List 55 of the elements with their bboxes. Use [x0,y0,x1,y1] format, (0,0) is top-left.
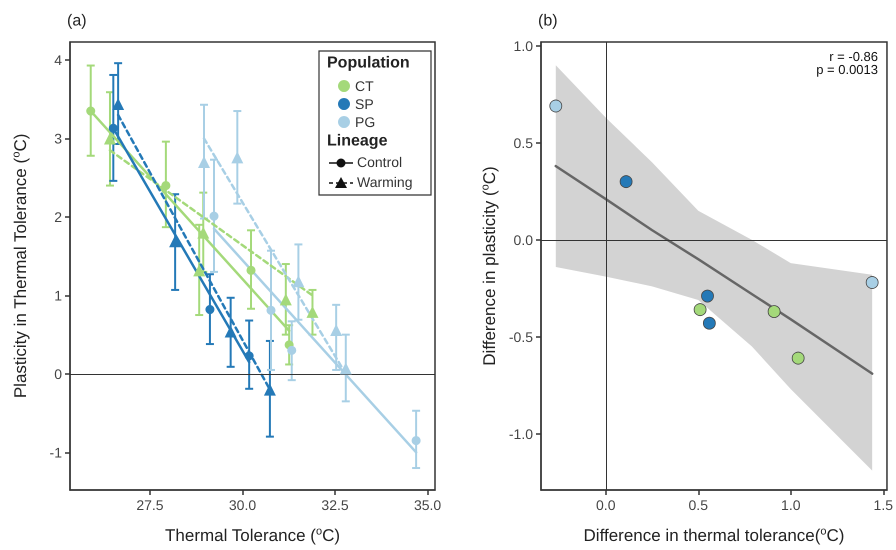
point [264,384,276,396]
point [701,290,714,302]
x-tick-label: 0.0 [596,497,616,513]
point [266,306,276,315]
legend-label: PG [355,114,376,130]
x-tick-label: 1.0 [781,497,801,513]
x-tick-label: 35.0 [414,497,442,513]
point [792,352,805,365]
point [702,316,716,330]
x-tick-label: 27.5 [136,497,164,513]
chart-title: (b) [538,12,558,30]
y-axis-title: Difference in plasticity (oC) [479,166,499,366]
annotation: Warming [357,174,412,190]
line-series [554,164,874,375]
legend-title: Population [327,54,410,72]
y-tick-label: -0.5 [508,328,534,345]
y-tick-label: 1 [54,287,62,304]
point [768,305,781,318]
x-tick-label: 1.5 [874,497,894,513]
point [197,226,210,239]
annotation: p = 0.0013 [816,62,878,77]
annotation: Lineage [327,132,388,150]
chart-title: (a) [67,12,87,30]
point [620,175,633,188]
y-tick-label: 0 [54,366,62,382]
point [224,326,237,338]
legend-label: CT [355,78,374,94]
y-tick-label: -1 [50,444,62,460]
x-tick-label: 30.0 [228,497,256,513]
point [412,436,421,446]
point [244,351,254,360]
y-tick-label: 3 [54,130,62,147]
annotation: Control [357,154,402,170]
point [549,100,562,112]
point [866,276,879,289]
point [210,212,218,221]
point [161,181,170,190]
x-tick-label: 0.5 [688,497,708,513]
x-tick-label: 32.5 [321,497,349,513]
y-tick-label: 2 [54,208,62,225]
annotation: r = -0.86 [829,49,878,64]
point [86,106,96,116]
point [169,235,182,248]
y-tick-label: 4 [54,52,62,68]
y-tick-label: 0.0 [514,232,534,248]
point [287,346,296,355]
y-axis-title: Plasticity in Thermal Tolerance (oC) [10,134,30,398]
point [108,124,118,133]
point [246,266,256,275]
legend-label: SP [355,96,374,112]
point [205,305,214,314]
y-tick-label: -1.0 [508,426,534,442]
y-tick-label: 1.0 [514,38,534,54]
point [694,303,707,316]
y-tick-label: 0.5 [514,134,534,151]
